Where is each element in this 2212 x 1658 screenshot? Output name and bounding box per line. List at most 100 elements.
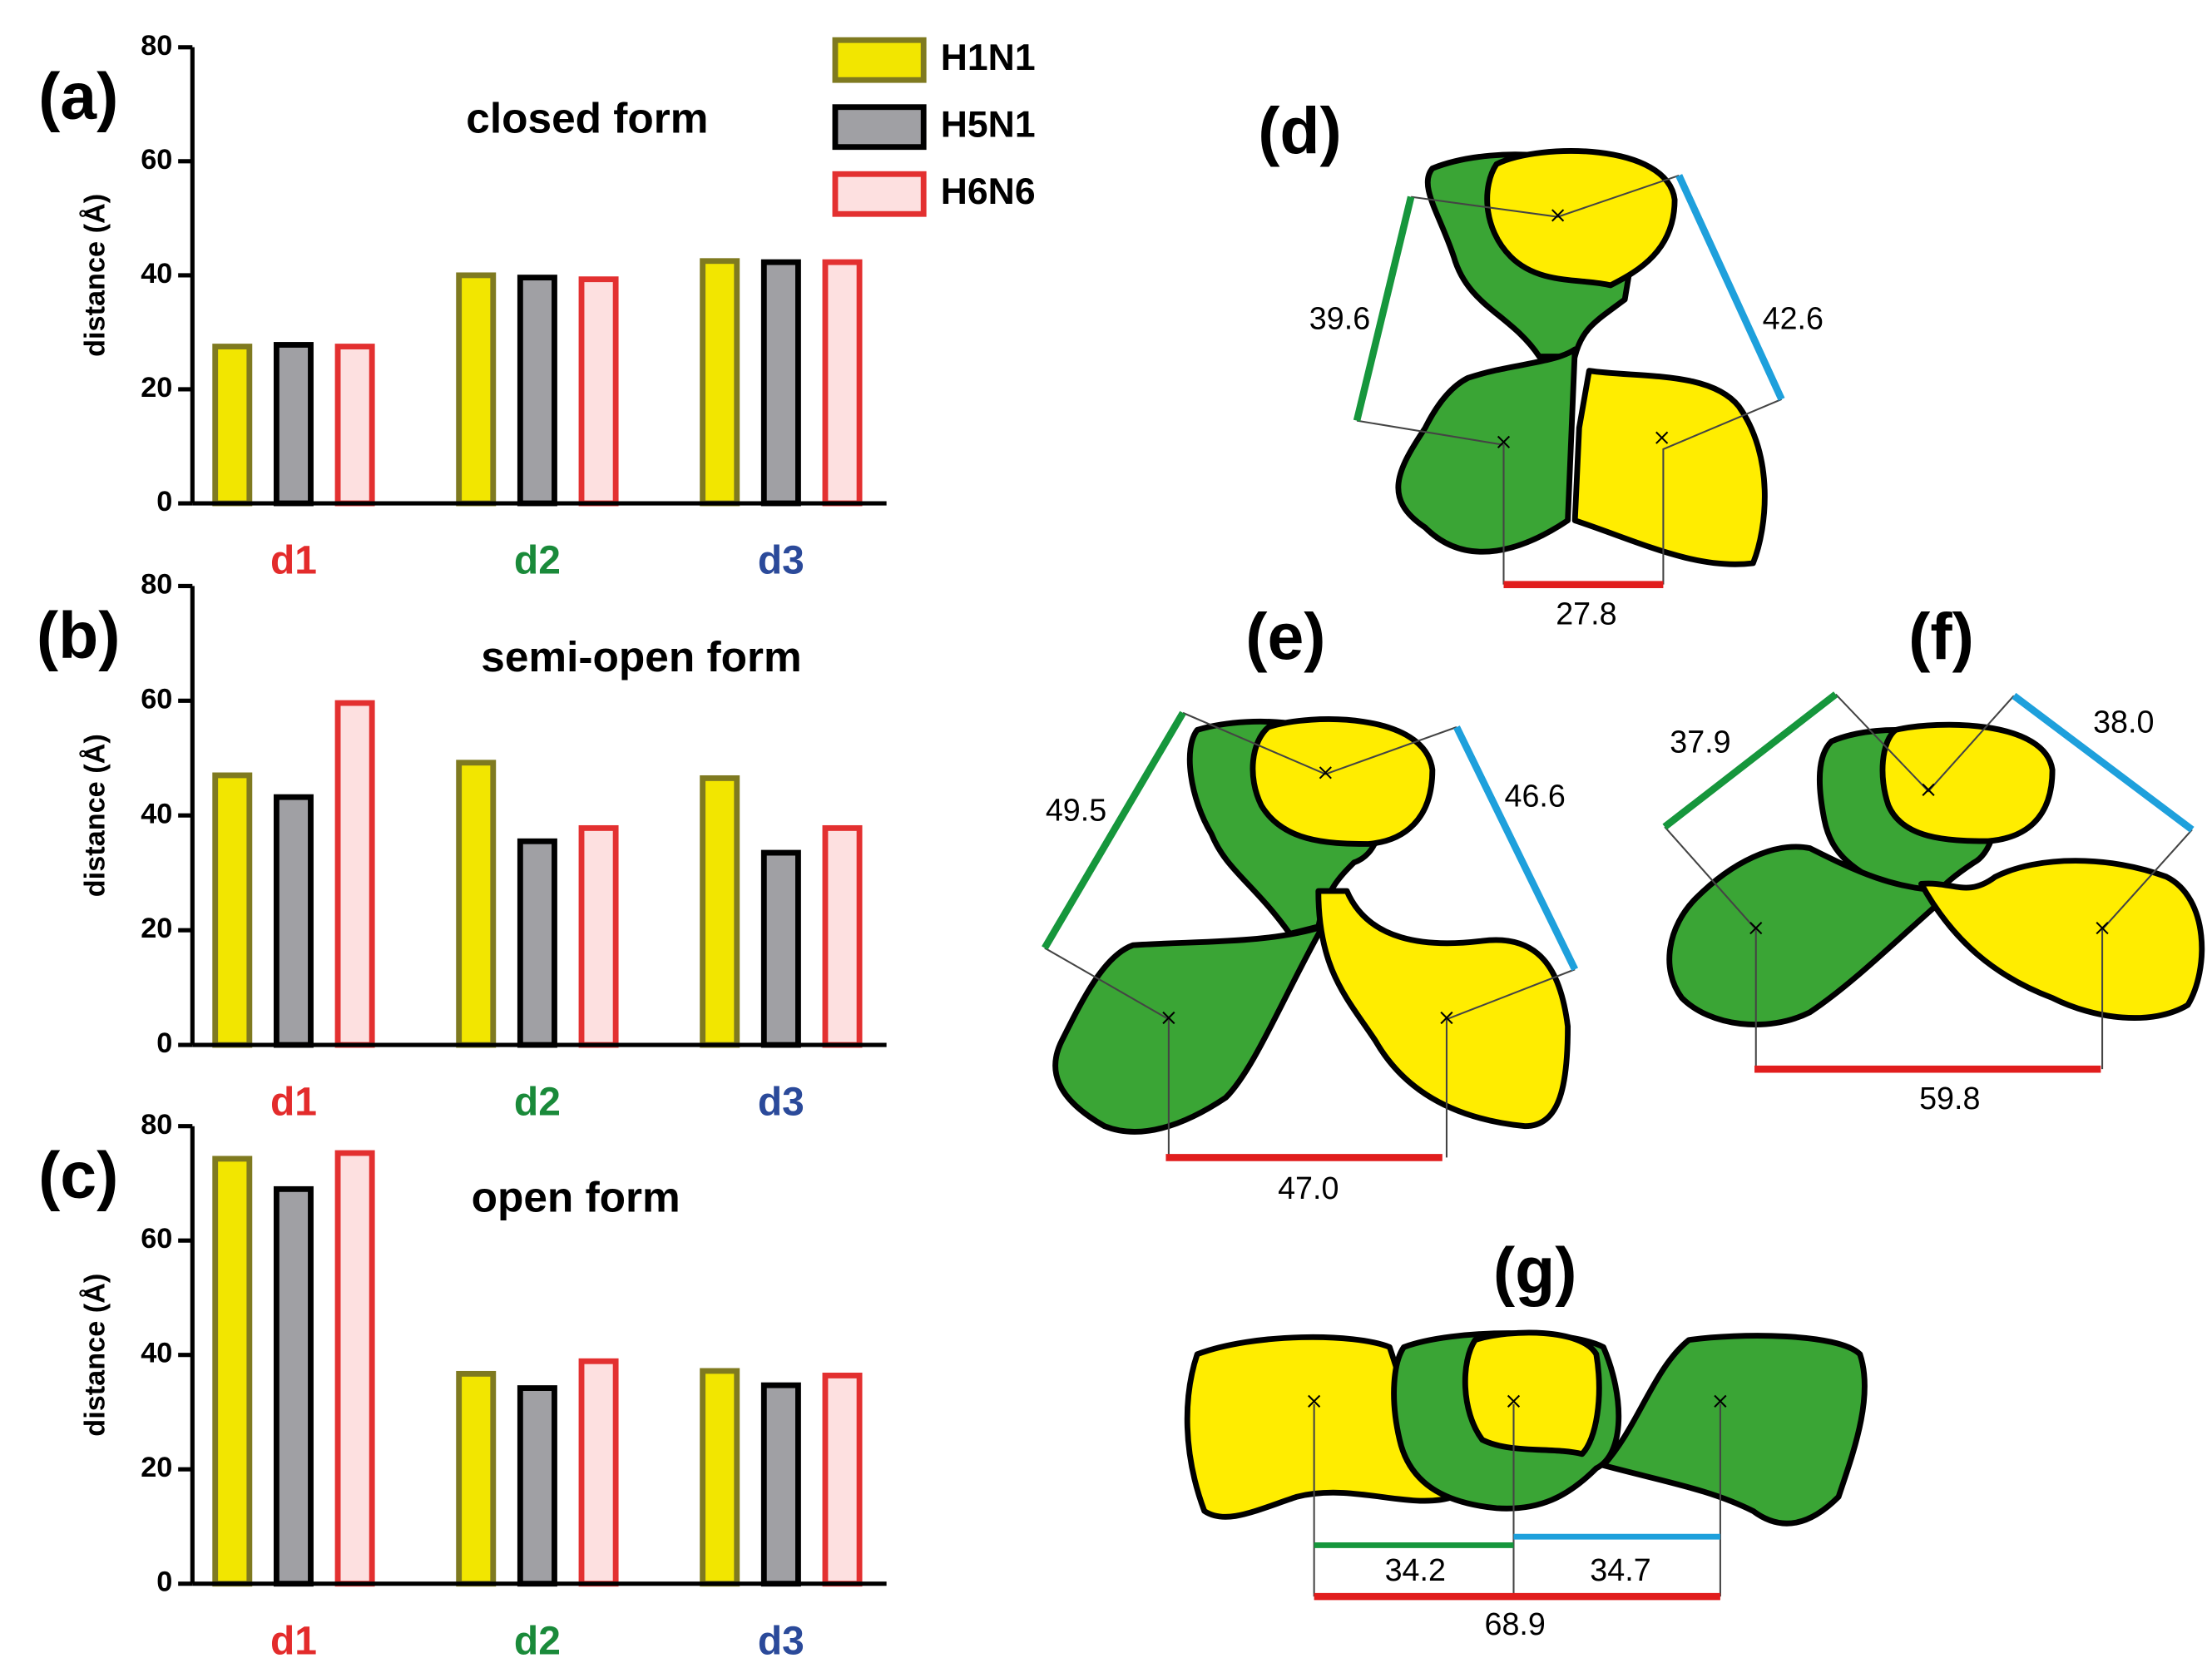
y-tick-label: 80 <box>141 30 172 62</box>
distance-label: 46.6 <box>1505 779 1566 814</box>
y-axis-label: distance (Å) <box>78 1274 111 1437</box>
bar <box>334 700 375 1048</box>
domain <box>1250 716 1436 847</box>
distance-label: 68.9 <box>1485 1606 1546 1641</box>
chart-title: semi-open form <box>481 632 801 681</box>
x-tick-label: d3 <box>758 539 804 583</box>
x-tick-label: d2 <box>514 1619 561 1658</box>
diagram-d: (d) 39.6 42.6 27.8 <box>1258 94 1824 631</box>
x-tick-label: d2 <box>514 539 561 583</box>
bar <box>578 824 619 1048</box>
bar <box>822 259 863 507</box>
domain <box>1462 1329 1602 1458</box>
guide <box>1313 1403 1721 1597</box>
x-tick-label: d2 <box>514 1081 561 1125</box>
legend-label: H6N6 <box>941 171 1036 212</box>
distance-line <box>1675 174 1785 401</box>
bar <box>273 342 314 507</box>
panel-label: (d) <box>1258 94 1342 167</box>
domain <box>1601 1333 1868 1527</box>
centroid-markers <box>1162 209 2109 1408</box>
guide <box>1664 693 2193 1070</box>
y-axis-label: distance (Å) <box>78 194 111 357</box>
y-tick-label: 0 <box>156 1566 172 1598</box>
bar <box>822 1373 863 1587</box>
bar <box>273 1185 314 1587</box>
legend-swatch <box>832 171 927 217</box>
distance-label: 27.8 <box>1556 596 1616 631</box>
bar <box>760 259 801 507</box>
bar <box>578 1358 619 1587</box>
panel-label: (e) <box>1245 600 1325 673</box>
bar <box>700 1368 740 1587</box>
distance-label: 39.6 <box>1309 301 1370 336</box>
domain <box>1184 1334 1457 1520</box>
bar <box>456 1370 497 1587</box>
legend-swatch <box>832 104 927 151</box>
panel-label: (g) <box>1493 1234 1577 1307</box>
y-tick-label: 60 <box>141 144 172 176</box>
marker <box>1162 209 2109 1408</box>
x-tick-label: d3 <box>758 1619 804 1658</box>
bar <box>212 344 253 507</box>
bar <box>700 775 740 1048</box>
x-tick-label: d1 <box>270 1619 317 1658</box>
guide <box>1356 174 1782 585</box>
distance-label: 47.0 <box>1278 1170 1339 1205</box>
distance-line <box>1353 195 1415 422</box>
bar-chart: (b) semi-open form distance (Å) 0 20 40 60 80 d1… <box>37 568 887 1125</box>
bar <box>517 275 557 507</box>
bar <box>822 824 863 1048</box>
domain <box>1315 888 1571 1130</box>
y-tick-label: 0 <box>156 486 172 517</box>
bar <box>273 794 314 1048</box>
y-tick-label: 20 <box>141 913 172 944</box>
bar <box>334 344 375 507</box>
domain <box>1484 148 1678 289</box>
domain <box>1571 368 1768 567</box>
legend-label: H1N1 <box>941 37 1036 78</box>
distance-label: 42.6 <box>1763 301 1824 336</box>
y-tick-label: 40 <box>141 1338 172 1369</box>
domain <box>1395 346 1578 555</box>
distance-line <box>2012 692 2195 833</box>
domain <box>1918 858 2205 1022</box>
panel-label: (b) <box>37 598 121 671</box>
guide <box>1044 711 1576 1158</box>
y-tick-label: 80 <box>141 568 172 600</box>
x-tick-label: d3 <box>758 1081 804 1125</box>
diagram-g: (g) 34.2 34.7 68.9 <box>1184 1234 1868 1641</box>
diagram-e: (e) 49.5 46.6 47.0 <box>1042 600 1579 1205</box>
y-tick-label: 0 <box>156 1027 172 1059</box>
distance-line <box>1453 725 1579 972</box>
bar-chart: (a) closed form distance (Å) 0 20 40 60 80 d1 d2 d… <box>38 30 1036 583</box>
distance-label: 38.0 <box>2093 705 2154 740</box>
y-tick-label: 80 <box>141 1109 172 1141</box>
bar <box>517 838 557 1048</box>
y-tick-label: 20 <box>141 1452 172 1483</box>
y-axis-label: distance (Å) <box>78 734 111 897</box>
distance-label: 34.7 <box>1590 1552 1650 1587</box>
y-tick-label: 20 <box>141 372 172 403</box>
y-tick-label: 60 <box>141 1223 172 1255</box>
bar <box>760 1382 801 1587</box>
distance-label: 37.9 <box>1670 725 1730 760</box>
domain <box>1052 923 1326 1135</box>
x-tick-label: d1 <box>270 539 317 583</box>
bar <box>760 849 801 1048</box>
chart-title: closed form <box>466 93 708 141</box>
distance-label: 49.5 <box>1046 793 1106 828</box>
distance-label: 34.2 <box>1385 1552 1446 1587</box>
bar <box>578 276 619 507</box>
x-tick-label: d1 <box>270 1081 317 1125</box>
diagram-f: (f) 37.9 38.0 59.8 <box>1662 600 2205 1116</box>
panel-label: (f) <box>1908 600 1974 673</box>
distance-line <box>1042 710 1186 950</box>
chart-title: open form <box>472 1172 680 1220</box>
domain <box>1879 721 2056 844</box>
y-tick-label: 60 <box>141 683 172 715</box>
bar <box>212 1156 253 1587</box>
bar <box>700 258 740 507</box>
y-tick-label: 40 <box>141 798 172 829</box>
